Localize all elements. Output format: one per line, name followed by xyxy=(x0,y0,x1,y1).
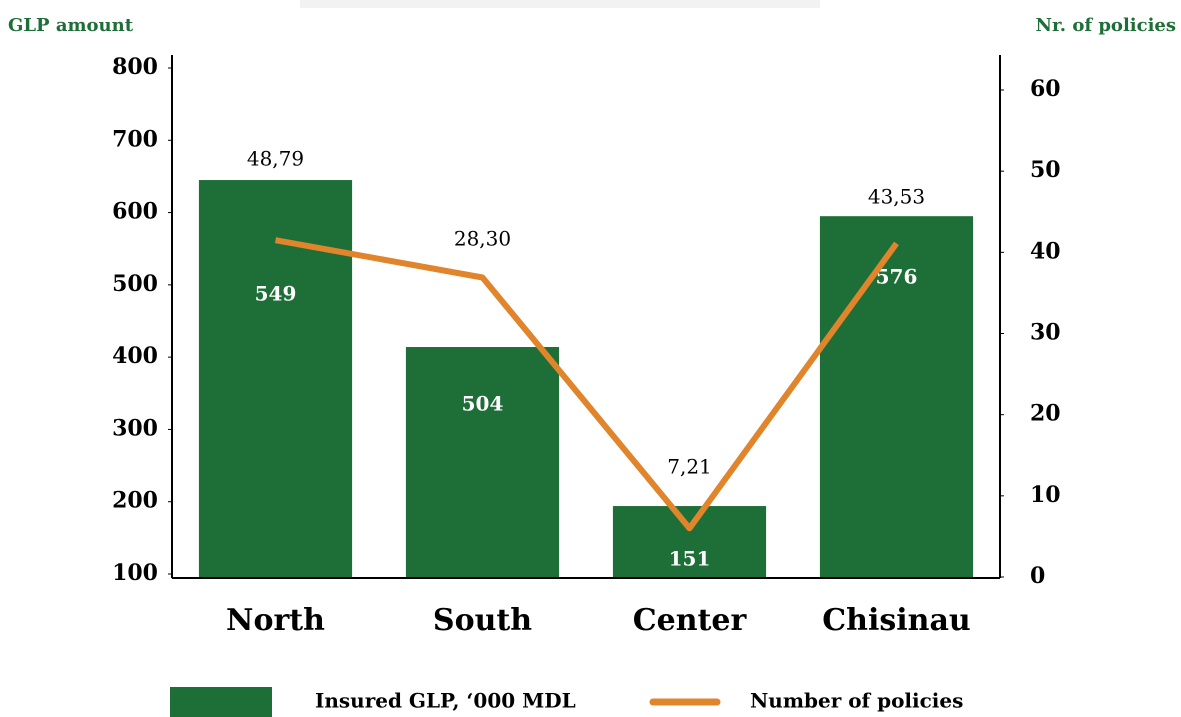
y2-tick-label: 30 xyxy=(1030,320,1061,346)
outer-label: 7,21 xyxy=(667,455,712,479)
inner-label: 504 xyxy=(462,392,504,416)
legend-label: Insured GLP, ‘000 MDL xyxy=(315,689,576,713)
y-tick-label: 100 xyxy=(112,560,158,586)
bar xyxy=(405,347,560,578)
legend-swatch xyxy=(170,687,272,717)
line xyxy=(274,237,899,532)
y2-tick-label: 0 xyxy=(1030,563,1045,589)
bar xyxy=(612,506,767,578)
x-tick-label: South xyxy=(433,603,532,638)
legend-label: Number of policies xyxy=(750,689,963,713)
y-tick-label: 400 xyxy=(112,343,158,369)
outer-label: 28,30 xyxy=(454,227,511,251)
top-shadow xyxy=(300,0,820,8)
bar xyxy=(819,216,974,578)
y2-tick-label: 50 xyxy=(1030,157,1061,183)
y-tick-label: 500 xyxy=(112,271,158,297)
outer-label: 48,79 xyxy=(247,147,304,171)
x-tick-label: Chisinau xyxy=(822,603,970,638)
outer-label: 43,53 xyxy=(868,185,925,209)
y2-tick-label: 20 xyxy=(1030,401,1061,427)
y-tick-label: 600 xyxy=(112,199,158,225)
y2-tick-label: 40 xyxy=(1030,238,1061,264)
inner-label: 576 xyxy=(876,265,918,289)
y-tick-label: 700 xyxy=(112,126,158,152)
y-axis-title: GLP amount xyxy=(8,15,134,36)
x-tick-label: Center xyxy=(633,603,748,638)
y-tick-label: 300 xyxy=(112,415,158,441)
y2-axis-title: Nr. of policies xyxy=(1036,15,1176,36)
bar xyxy=(198,180,353,579)
y2-tick-label: 60 xyxy=(1030,76,1061,102)
y-tick-label: 200 xyxy=(112,488,158,514)
inner-label: 151 xyxy=(669,547,711,571)
x-tick-label: North xyxy=(226,603,325,638)
inner-label: 549 xyxy=(255,282,297,306)
y2-tick-label: 10 xyxy=(1030,482,1061,508)
y-tick-label: 800 xyxy=(112,54,158,80)
